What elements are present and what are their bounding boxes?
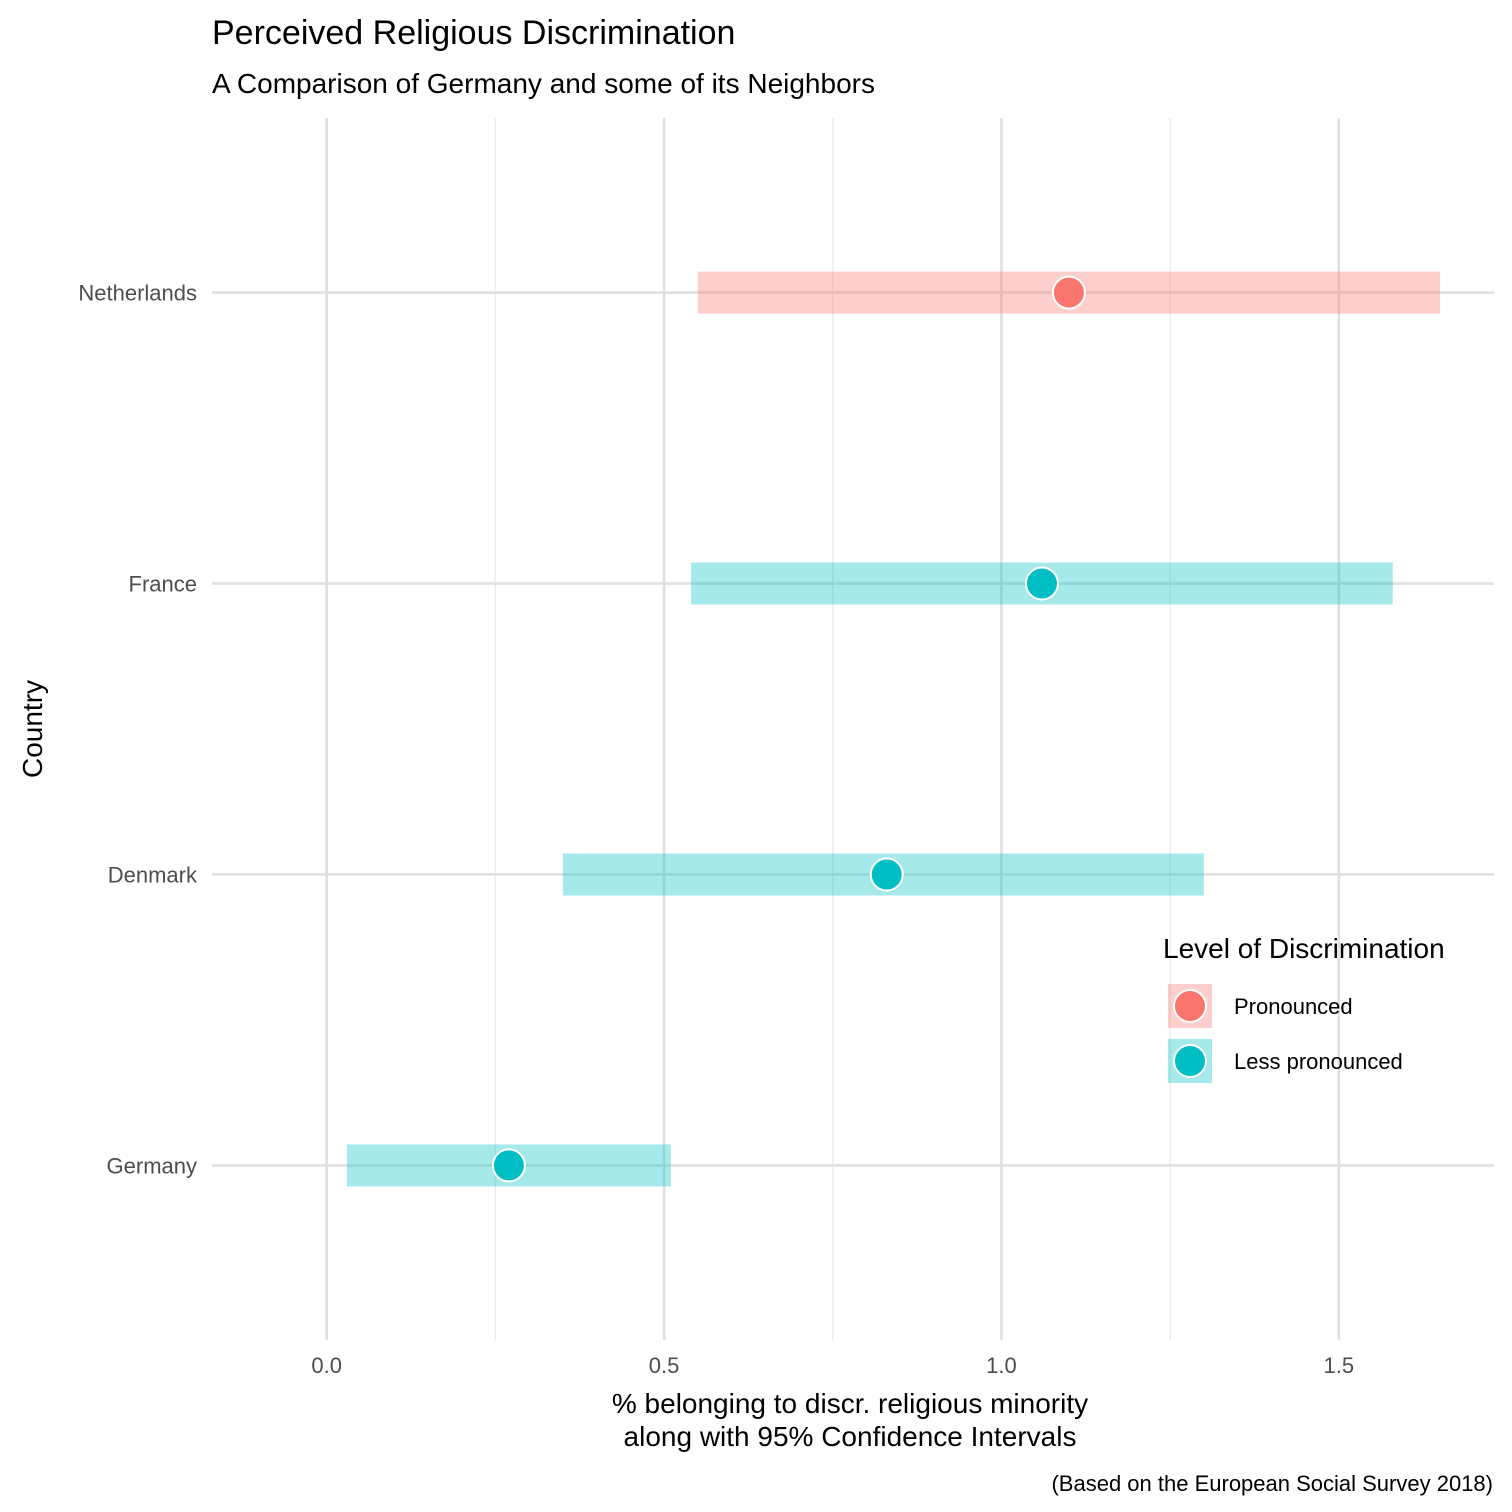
- x-tick-label-1: 0.5: [649, 1353, 680, 1378]
- y-axis-tick-labels: Netherlands France Denmark Germany: [78, 281, 198, 1179]
- point-netherlands: [1051, 275, 1086, 310]
- x-tick-label-0: 0.0: [311, 1353, 342, 1378]
- legend-label-pronounced: Pronounced: [1234, 994, 1353, 1019]
- chart-title: Perceived Religious Discrimination: [212, 14, 735, 52]
- legend-key-point-pronounced: [1173, 989, 1207, 1023]
- estimate-points: [491, 275, 1086, 1183]
- x-axis-title-line-1: % belonging to discr. religious minority: [612, 1388, 1088, 1419]
- x-axis-title-line-2: along with 95% Confidence Intervals: [624, 1421, 1077, 1452]
- legend-label-less-pronounced: Less pronounced: [1234, 1049, 1403, 1074]
- point-france: [1024, 566, 1059, 601]
- x-axis-tick-labels: 0.0 0.5 1.0 1.5: [311, 1353, 1354, 1378]
- legend: Level of Discrimination Pronounced Less p…: [1163, 933, 1445, 1083]
- y-tick-label-france: France: [129, 572, 197, 597]
- y-tick-label-denmark: Denmark: [108, 862, 198, 887]
- x-tick-label-2: 1.0: [986, 1353, 1017, 1378]
- legend-key-point-less-pronounced: [1173, 1044, 1207, 1078]
- x-tick-label-3: 1.5: [1324, 1353, 1355, 1378]
- point-denmark: [869, 857, 904, 892]
- chart-subtitle: A Comparison of Germany and some of its …: [212, 68, 875, 99]
- y-tick-label-netherlands: Netherlands: [78, 281, 197, 306]
- grid-lines: [212, 118, 1494, 1340]
- legend-title: Level of Discrimination: [1163, 933, 1445, 964]
- y-axis-title: Country: [17, 680, 48, 778]
- chart-caption: (Based on the European Social Survey 201…: [1051, 1471, 1493, 1496]
- point-germany: [491, 1148, 526, 1183]
- y-tick-label-germany: Germany: [107, 1153, 197, 1178]
